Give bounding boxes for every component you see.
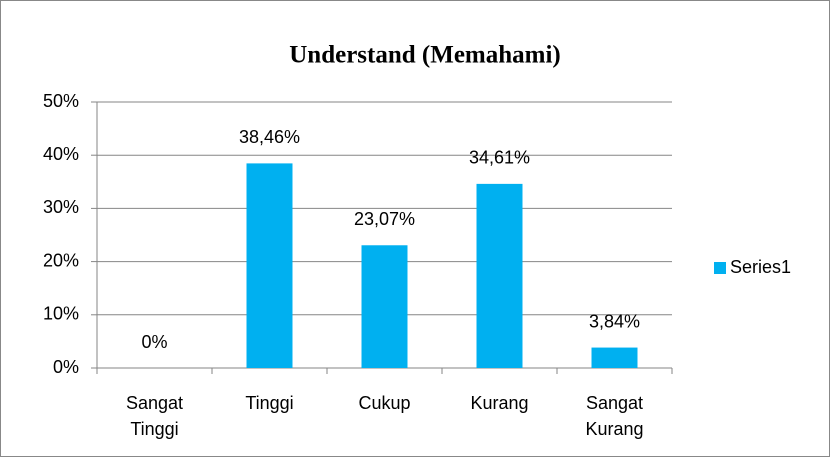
y-tick-label: 20% [43,250,79,270]
y-tick-label: 30% [43,197,79,217]
data-label: 0% [141,332,167,352]
legend-label: Series1 [730,257,791,277]
y-tick-label: 0% [53,357,79,377]
bar [476,183,523,368]
y-tick-label: 40% [43,144,79,164]
x-tick-label: Sangat Tinggi [125,393,184,439]
data-label: 23,07% [354,209,415,229]
x-tick-label: Kurang [470,393,529,413]
bar [591,347,638,368]
chart-title: Understand (Memahami) [289,42,561,69]
y-tick-label: 50% [43,91,79,111]
bar [361,245,408,368]
data-label: 3,84% [589,311,640,331]
x-tick-label: Sangat Kurang [585,393,644,439]
y-tick-label: 10% [43,304,79,324]
data-label: 38,46% [239,127,300,147]
legend-swatch [714,262,726,274]
data-label: 34,61% [469,148,530,168]
x-tick-label: Cukup [358,393,411,413]
bar [246,163,293,368]
x-tick-label: Tinggi [245,393,294,413]
